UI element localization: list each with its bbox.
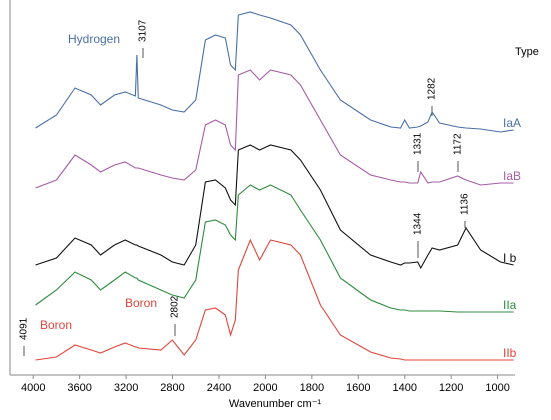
series-label: IIa: [503, 298, 517, 312]
x-tick-label: 1200: [439, 382, 463, 394]
legend-title: Type: [515, 46, 539, 58]
series-label: IIb: [503, 346, 517, 360]
x-tick-label: 3200: [114, 382, 138, 394]
annotation: 2802: [170, 295, 181, 318]
x-tick-label: 1600: [346, 382, 370, 394]
annotation: 3107: [138, 19, 149, 42]
x-tick-label: 4000: [21, 382, 45, 394]
annotation-leaders: [23, 48, 466, 356]
annotation: 1172: [453, 133, 464, 155]
annotation: Hydrogen: [68, 32, 120, 46]
spectrum-line: [35, 11, 514, 133]
x-tick-label: 1000: [485, 382, 509, 394]
x-tick-label: 2400: [207, 382, 231, 394]
spectrum-line: [35, 69, 514, 189]
x-tick-label: 3600: [67, 382, 91, 394]
series-label: IaB: [503, 169, 521, 183]
annotation: Boron: [125, 296, 157, 310]
series-label: I b: [503, 251, 517, 265]
annotation: 1331: [413, 132, 424, 155]
spectrum-line: [35, 144, 514, 270]
annotation: 1282: [427, 77, 438, 100]
annotation: 4091: [19, 317, 30, 340]
annotation: 1344: [413, 212, 424, 235]
x-tick-label: 2800: [160, 382, 184, 394]
x-tick-label: 1400: [392, 382, 416, 394]
x-tick-label: 1800: [300, 382, 324, 394]
annotation: Boron: [40, 318, 72, 332]
annotation: 1136: [460, 193, 471, 215]
x-axis-title: Wavenumber cm⁻¹: [229, 398, 322, 410]
x-tick-label: 2000: [253, 382, 277, 394]
spectrum-line: [35, 238, 514, 361]
spectrum-line: [35, 184, 514, 313]
series-label: IaA: [503, 116, 521, 130]
